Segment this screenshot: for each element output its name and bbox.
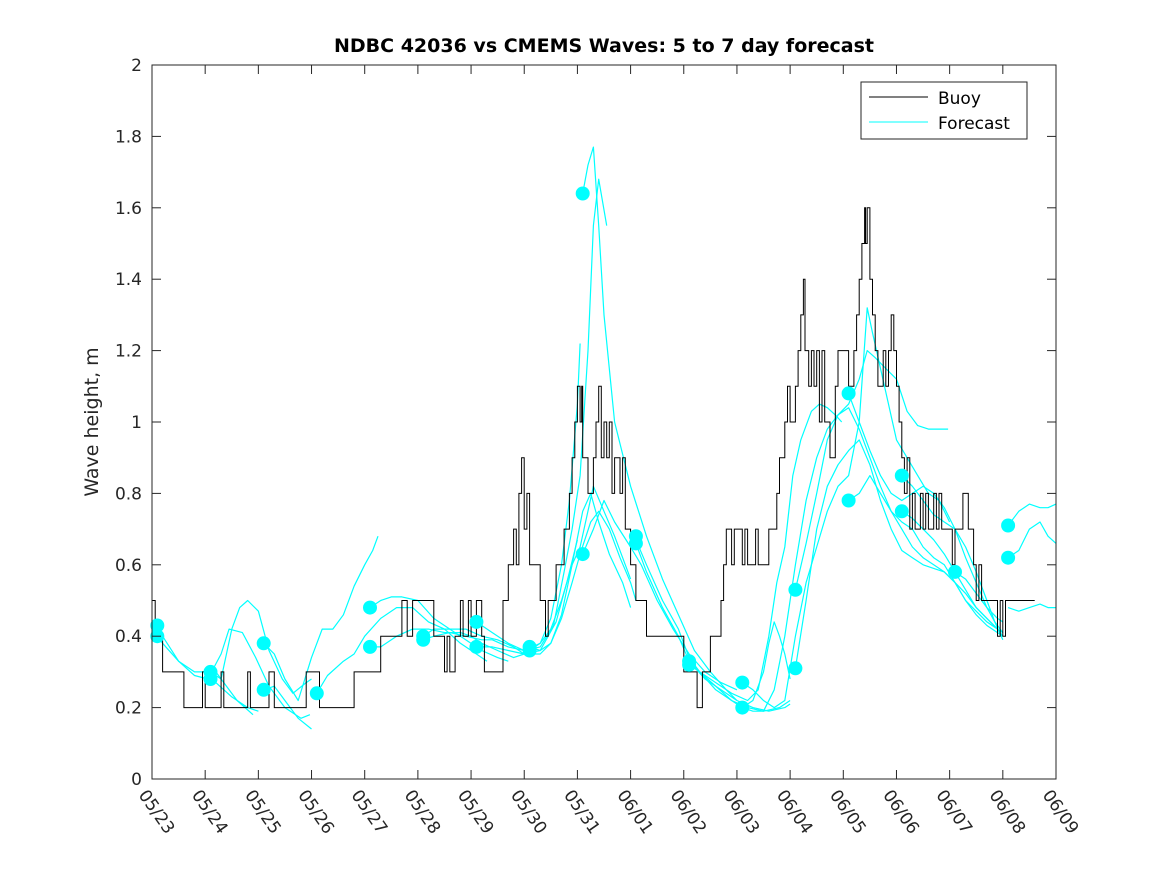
legend-buoy-label: Buoy: [938, 89, 981, 109]
forecast-marker-23: [788, 582, 803, 597]
forecast-marker-11: [469, 614, 484, 629]
plot-series-layer: [150, 146, 1057, 730]
forecast-marker-6: [309, 686, 324, 701]
legend-forecast-label: Forecast: [938, 114, 1010, 134]
forecast-marker-25: [841, 386, 856, 401]
buoy-line: [152, 207, 1035, 709]
forecast-marker-27: [894, 468, 909, 483]
forecast-line-30: [1007, 503, 1057, 526]
forecast-line-4: [263, 535, 379, 702]
forecast-line-11: [476, 178, 608, 652]
chart-title: NDBC 42036 vs CMEMS Waves: 5 to 7 day fo…: [334, 35, 874, 57]
forecast-line-12: [476, 492, 632, 655]
forecast-marker-7: [363, 600, 377, 615]
y-tick-label: 0: [131, 770, 142, 790]
forecast-marker-0: [150, 618, 165, 633]
forecast-marker-26: [841, 493, 856, 508]
y-tick-label: 0.8: [115, 484, 142, 504]
forecast-line-32: [1007, 603, 1056, 612]
forecast-line-24: [794, 439, 1004, 669]
forecast-line-22: [741, 307, 951, 709]
forecast-line-14: [529, 485, 632, 651]
forecast-marker-24: [788, 661, 803, 676]
forecast-line-9: [422, 539, 578, 655]
forecast-marker-22: [735, 700, 750, 715]
y-tick-label: 0.4: [115, 627, 142, 647]
legend-box: [860, 81, 1028, 140]
y-axis-label: Wave height, m: [81, 347, 103, 496]
forecast-line-31: [1007, 521, 1057, 559]
forecast-marker-4: [256, 636, 271, 651]
forecast-marker-30: [1001, 518, 1016, 533]
forecast-marker-21: [735, 675, 750, 690]
legend: Buoy Forecast: [860, 81, 1028, 140]
forecast-line-13: [529, 510, 637, 652]
y-tick-label: 1.6: [115, 199, 142, 219]
forecast-marker-14: [522, 643, 537, 658]
y-tick-label: 2: [131, 56, 142, 76]
y-tick-label: 1.8: [115, 127, 142, 147]
forecast-marker-3: [203, 672, 218, 686]
forecast-marker-31: [1001, 550, 1016, 565]
y-tick-label: 0.2: [115, 699, 142, 719]
forecast-line-16: [582, 499, 738, 691]
forecast-line-5: [263, 685, 312, 730]
y-tick-label: 1.2: [115, 342, 142, 362]
forecast-marker-15: [575, 186, 590, 201]
forecast-marker-29: [948, 564, 962, 579]
forecast-line-6: [316, 607, 488, 694]
y-tick-label: 1.4: [115, 270, 142, 290]
forecast-line-10: [423, 343, 581, 652]
forecast-marker-12: [469, 639, 484, 654]
forecast-line-2: [210, 599, 312, 694]
forecast-line-19: [688, 403, 843, 702]
forecast-marker-18: [628, 536, 643, 551]
forecast-marker-16: [575, 547, 590, 562]
forecast-marker-8: [363, 639, 377, 654]
forecast-line-15: [582, 146, 738, 701]
forecast-line-21: [742, 350, 949, 712]
forecast-line-23: [794, 407, 1004, 637]
y-tick-label: 1: [131, 413, 142, 433]
forecast-line-26: [848, 475, 1004, 637]
forecast-marker-28: [894, 504, 909, 519]
forecast-marker-5: [256, 682, 271, 697]
y-tick-label: 0.6: [115, 556, 142, 576]
forecast-marker-10: [416, 632, 431, 647]
forecast-line-20: [688, 621, 791, 709]
forecast-marker-20: [682, 657, 697, 672]
